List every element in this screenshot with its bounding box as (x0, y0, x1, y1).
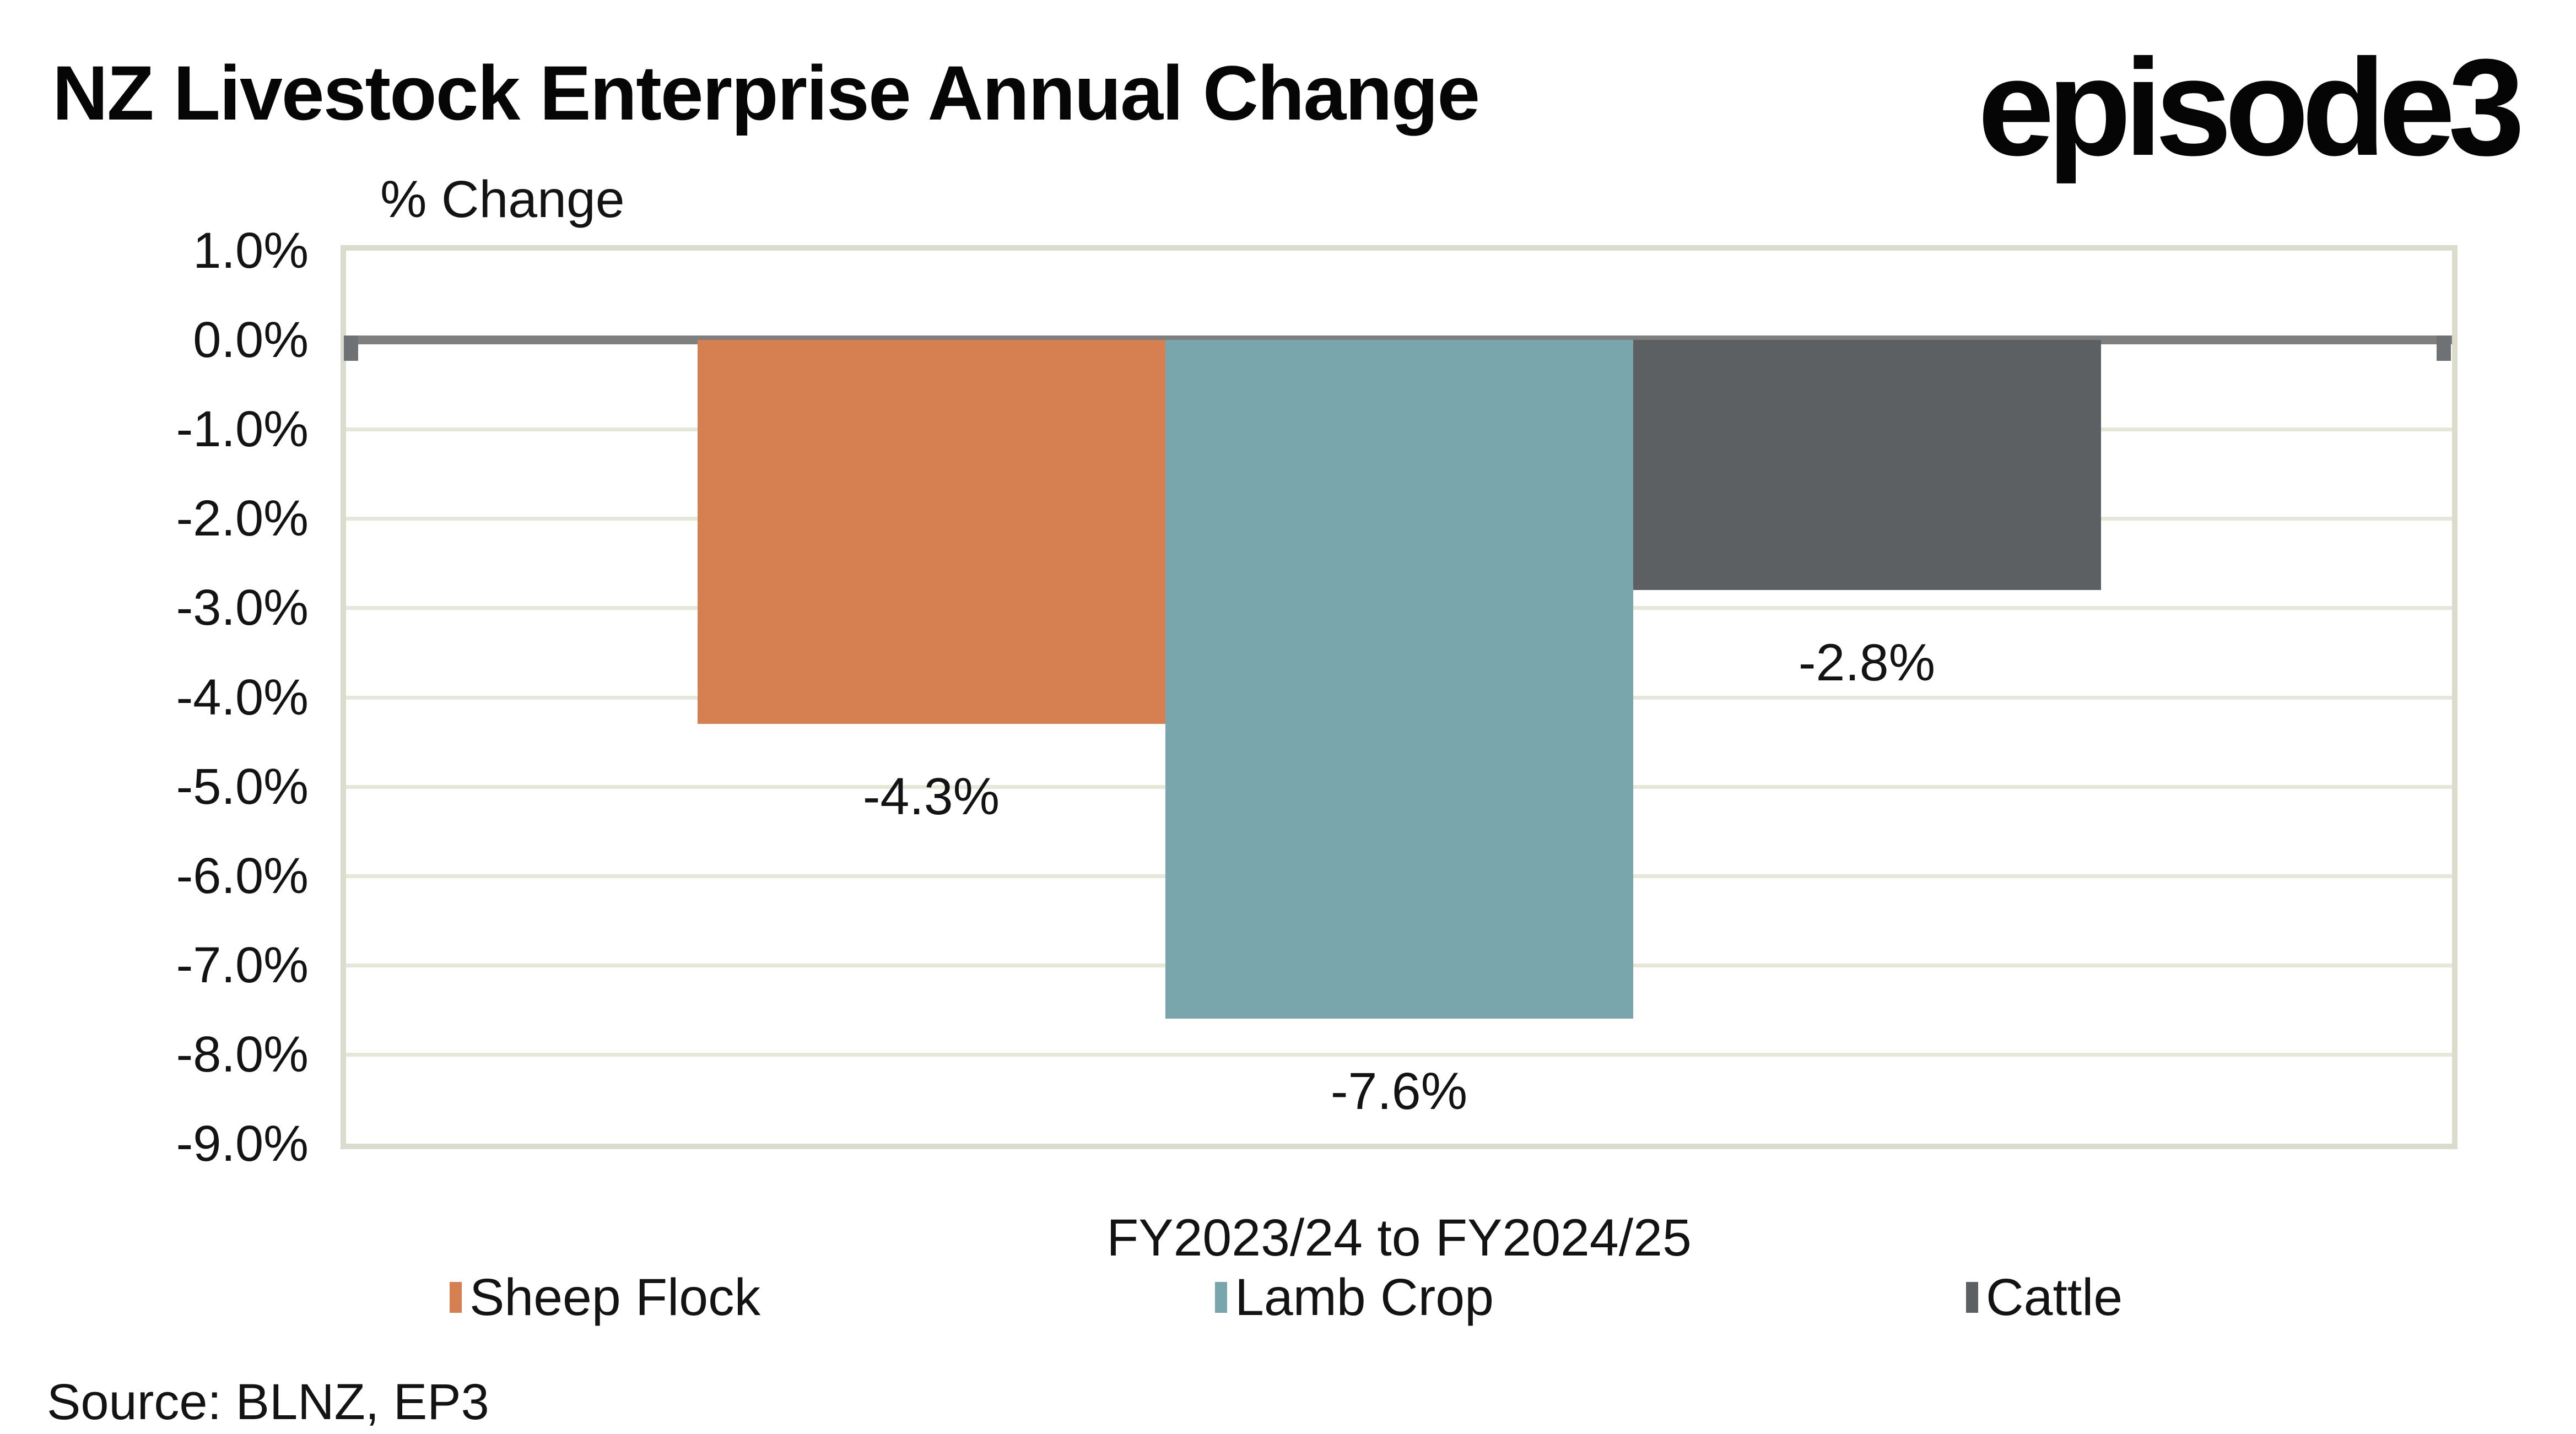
zero-axis-left-cap (344, 335, 358, 361)
y-tick-label: -3.0% (176, 580, 309, 636)
legend-label-cattle: Cattle (1986, 1268, 2123, 1327)
y-axis-title: % Change (380, 170, 625, 229)
bar-data-label-lamb-crop: -7.6% (1330, 1062, 1468, 1121)
x-axis-label: FY2023/24 to FY2024/25 (1106, 1209, 1692, 1267)
bar-cattle (1633, 340, 2101, 590)
bar-data-label-cattle: -2.8% (1798, 633, 1936, 692)
y-tick-label: -6.0% (176, 847, 309, 904)
gridline (346, 1052, 2452, 1057)
bar-lamb-crop (1165, 340, 1633, 1019)
episode3-logo: episode3 (1978, 30, 2525, 184)
source-note: Source: BLNZ, EP3 (47, 1374, 489, 1430)
legend-label-sheep-flock: Sheep Flock (469, 1268, 761, 1327)
bar-sheep-flock (697, 340, 1165, 724)
y-tick-label: -9.0% (176, 1116, 309, 1172)
y-tick-label: -1.0% (176, 401, 309, 458)
bar-data-label-sheep-flock: -4.3% (862, 767, 1000, 826)
legend-label-lamb-crop: Lamb Crop (1235, 1268, 1494, 1327)
chart-title: NZ Livestock Enterprise Annual Change (52, 50, 1480, 136)
y-tick-label: 0.0% (193, 312, 309, 369)
legend-swatch-sheep-flock (450, 1282, 462, 1313)
y-tick-label: -7.0% (176, 937, 309, 993)
zero-axis-right-cap (2437, 335, 2451, 361)
legend-swatch-cattle (1966, 1282, 1978, 1313)
legend-swatch-lamb-crop (1215, 1282, 1227, 1313)
y-tick-label: -8.0% (176, 1026, 309, 1083)
y-tick-label: -4.0% (176, 669, 309, 726)
y-tick-label: 1.0% (193, 223, 309, 279)
y-tick-label: -2.0% (176, 490, 309, 547)
y-tick-label: -5.0% (176, 758, 309, 815)
